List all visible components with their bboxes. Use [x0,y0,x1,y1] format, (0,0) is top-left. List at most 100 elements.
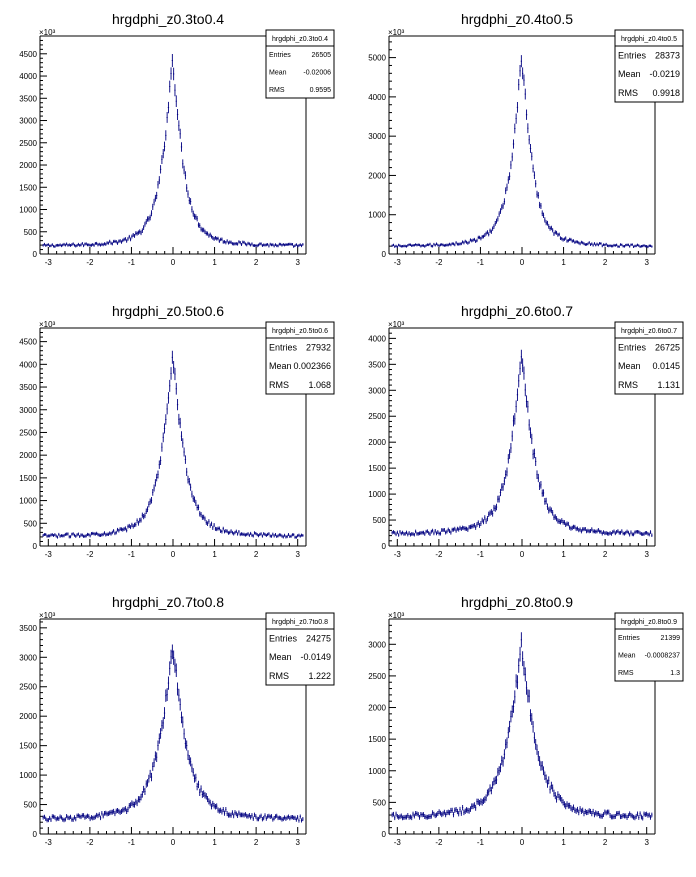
y-tick-label: 0 [382,542,387,551]
stats-value-mean: -0.02006 [303,69,331,76]
x-tick-label: 2 [603,550,608,559]
histogram-panel-1: hrgdphi_z0.3to0.4 ×10³ -3 -2 -1 0 1 2 3 0 500 1000 1… [19,11,335,267]
stats-label-mean: Mean [618,69,641,79]
x-tick-label: 2 [603,258,608,267]
stats-box-frame [265,612,335,686]
stats-label-mean: Mean [269,69,287,76]
y-tick-label: 500 [24,228,38,237]
x-tick-label: -1 [128,258,136,267]
x-tick-label: -2 [435,258,443,267]
x-tick-label: 3 [295,838,300,847]
y-tick-label: 3000 [368,386,386,395]
histogram-series [391,632,653,821]
y-tick-label: 1000 [368,211,386,220]
stats-box-frame [614,612,684,682]
y-tick-label: 2500 [368,672,386,681]
histogram-panel-6: hrgdphi_z0.8to0.9 ×10³ -3 -2 -1 0 1 2 3 0 500 1000 1… [368,594,684,847]
histogram-panel-2: hrgdphi_z0.4to0.5 ×10³ -3 -2 -1 0 1 2 3 0 1000 2000… [368,11,684,267]
stats-label-rms: RMS [618,88,638,98]
stats-value-entries: 27932 [306,342,331,352]
y-tick-label: 3500 [19,624,37,633]
y-tick-label: 1000 [19,771,37,780]
stats-value-rms: 0.9595 [310,87,332,94]
y-tick-label: 2500 [19,683,37,692]
exponent-label: ×10³ [39,28,56,37]
y-tick-label: 2500 [368,412,386,421]
stats-value-entries: 21399 [661,635,681,642]
y-tick-label: 3000 [368,132,386,141]
y-tick-label: 3000 [19,117,37,126]
x-tick-label: -2 [86,258,94,267]
y-tick-label: 3500 [19,94,37,103]
x-tick-label: 1 [212,258,217,267]
stats-label-mean: Mean [269,361,292,371]
stats-value-rms: 1.3 [670,670,680,677]
y-tick-label: 500 [24,519,38,528]
stats-box-name: hrgdphi_z0.7to0.8 [272,619,328,626]
stats-label-entries: Entries [618,342,647,352]
y-tick-label: 2000 [368,438,386,447]
histogram-panel-4: hrgdphi_z0.6to0.7 ×10³ -3 -2 -1 0 1 2 3 0 500 1000 1… [368,303,684,559]
x-tick-label: 3 [295,550,300,559]
stats-value-rms: 1.131 [657,380,680,390]
x-tick-label: 2 [254,258,259,267]
y-tick-label: 2000 [19,712,37,721]
stats-box: hrgdphi_z0.4to0.5 Entries 28373 Mean -0.0219… [614,29,684,103]
stats-box-frame [614,321,684,395]
stats-value-rms: 0.9918 [652,88,680,98]
y-tick-label: 1500 [368,735,386,744]
y-tick-label: 2500 [19,428,37,437]
y-tick-label: 1000 [19,497,37,506]
stats-value-mean: -0.0149 [300,652,331,662]
x-tick-label: -3 [45,550,53,559]
exponent-label: ×10³ [388,611,405,620]
x-tick-label: -2 [86,550,94,559]
exponent-label: ×10³ [39,320,56,329]
x-tick-label: 0 [520,550,525,559]
stats-box-frame [614,29,684,103]
x-tick-label: -3 [394,838,402,847]
stats-value-mean: -0.0219 [649,69,680,79]
stats-value-mean: -0.0008237 [645,652,681,659]
y-tick-label: 1000 [19,206,37,215]
y-tick-label: 3500 [368,360,386,369]
x-tick-label: -1 [128,838,136,847]
stats-box-name: hrgdphi_z0.8to0.9 [621,619,677,626]
histogram-panel-3: hrgdphi_z0.5to0.6 ×10³ -3 -2 -1 0 1 2 3 0 500 1000 1… [19,303,335,559]
y-tick-label: 3000 [368,640,386,649]
stats-label-mean: Mean [618,361,641,371]
stats-label-rms: RMS [269,87,285,94]
y-tick-label: 2500 [19,139,37,148]
x-tick-label: 3 [644,550,649,559]
y-tick-label: 500 [373,798,387,807]
y-tick-label: 0 [33,830,38,839]
y-tick-label: 4000 [368,334,386,343]
stats-label-mean: Mean [269,652,292,662]
stats-value-mean: 0.002366 [293,361,331,371]
x-tick-label: -3 [45,258,53,267]
stats-label-rms: RMS [269,671,289,681]
stats-value-entries: 26505 [312,52,332,59]
x-tick-label: 0 [171,258,176,267]
stats-box: hrgdphi_z0.7to0.8 Entries 24275 Mean -0.0149… [265,612,335,686]
x-tick-label: 3 [295,258,300,267]
y-tick-label: 500 [373,516,387,525]
histogram-series [42,54,304,249]
x-tick-label: -1 [477,550,485,559]
y-tick-label: 4500 [19,338,37,347]
x-tick-label: 0 [520,838,525,847]
stats-box-frame [265,29,335,99]
histogram-panel-5: hrgdphi_z0.7to0.8 ×10³ -3 -2 -1 0 1 2 3 0 500 1000 1… [19,594,335,847]
stats-label-mean: Mean [618,652,636,659]
histogram-series [42,644,304,823]
stats-label-entries: Entries [269,342,298,352]
y-tick-label: 4000 [19,72,37,81]
y-tick-label: 3000 [19,653,37,662]
y-tick-label: 1500 [19,183,37,192]
stats-value-rms: 1.068 [308,380,331,390]
stats-box-name: hrgdphi_z0.6to0.7 [621,328,677,335]
x-tick-label: 1 [561,838,566,847]
y-tick-label: 1500 [19,742,37,751]
